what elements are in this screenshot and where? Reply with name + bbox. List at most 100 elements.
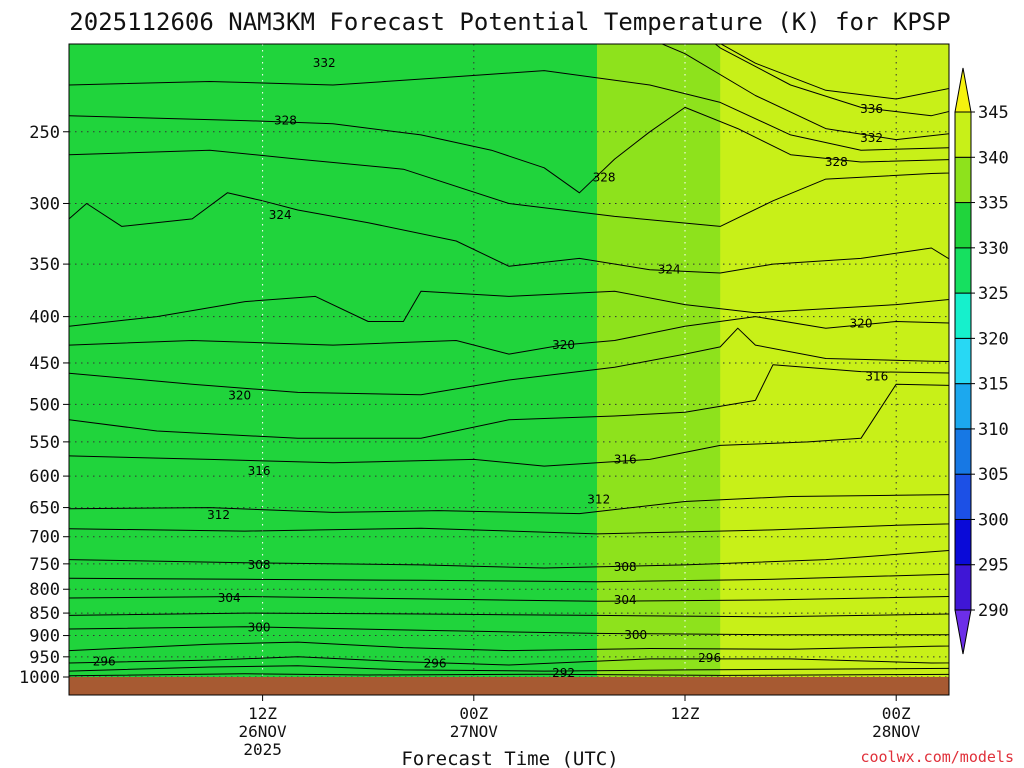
colorbar-segment: [954, 564, 972, 611]
y-tick-label: 950: [29, 648, 60, 668]
y-tick-label: 850: [29, 604, 60, 624]
colorbar-label: 335: [978, 194, 1009, 214]
contour-label: 292: [552, 666, 575, 680]
contour-334: [714, 44, 949, 117]
credit-text: coolwx.com/models: [860, 748, 1014, 766]
colorbar-segment: [954, 428, 972, 475]
colorbar-label: 340: [978, 148, 1009, 168]
contour-300: [69, 626, 949, 636]
colorbar-label: 295: [978, 556, 1009, 576]
x-tick-label: 12Z: [671, 704, 700, 723]
contour-label: 316: [248, 464, 271, 478]
colorbar-extend-high: [954, 67, 972, 113]
contour-label: 312: [587, 493, 610, 507]
y-tick-label: 800: [29, 580, 60, 600]
y-tick-label: 300: [29, 194, 60, 214]
colorbar-label: 345: [978, 103, 1009, 123]
contour-label: 324: [269, 208, 292, 222]
contour-label: 320: [552, 338, 575, 352]
contour-308: [69, 549, 949, 569]
contour-328: [69, 106, 949, 194]
contour-label: 316: [614, 452, 637, 466]
contour-318: [69, 327, 949, 396]
contour-label: 308: [248, 558, 271, 572]
y-tick-label: 450: [29, 354, 60, 374]
contour-310: [69, 523, 949, 535]
plot-frame: [68, 43, 950, 696]
contour-label: 296: [996, 656, 1019, 670]
contour-label: 332: [860, 131, 883, 145]
contour-label: 328: [593, 171, 616, 185]
contour-302: [69, 612, 949, 618]
colorbar: 290 295 300 305 310 315 320 325 330 335 340 345: [954, 67, 1009, 655]
contour-label: 296: [698, 651, 721, 665]
contour-label: 328: [274, 114, 297, 128]
contour-label: 296: [93, 654, 116, 668]
x-axis: 12Z26NOV202500Z27NOV12Z00Z28NOV12Z: [239, 695, 921, 759]
contour-label: 324: [658, 263, 681, 277]
colorbar-segment: [954, 156, 972, 204]
colorbar-label: 305: [978, 465, 1009, 485]
contour-314: [69, 383, 949, 467]
chart-title: 2025112606 NAM3KM Forecast Potential Tem…: [69, 8, 950, 36]
contour-298: [69, 641, 949, 652]
contour-292: [69, 673, 949, 677]
colorbar-segment: [954, 111, 972, 158]
contour-label: 328: [825, 155, 848, 169]
contour-label: 316: [865, 370, 888, 384]
x-tick-label: 28NOV: [872, 722, 921, 741]
contour-336: [720, 44, 949, 100]
contour-332: [69, 44, 949, 141]
y-tick-label: 750: [29, 555, 60, 575]
contour-296: [69, 656, 949, 666]
y-tick-label: 400: [29, 308, 60, 328]
contour-label: 308: [996, 535, 1019, 549]
colorbar-segment: [954, 383, 972, 430]
contour-322: [69, 290, 949, 327]
contour-316: [69, 364, 949, 439]
contour-label: 312: [207, 508, 230, 522]
y-tick-label: 500: [29, 395, 60, 415]
y-tick-label: 350: [29, 255, 60, 275]
colorbar-label: 310: [978, 420, 1009, 440]
contour-294: [69, 665, 949, 672]
contour-label: 320: [850, 316, 873, 330]
filled-contour-bands: [69, 44, 949, 695]
x-tick-label: 2025: [243, 740, 282, 759]
contour-label: 304: [614, 593, 637, 607]
y-tick-label: 550: [29, 433, 60, 453]
y-tick-label: 700: [29, 528, 60, 548]
colorbar-label: 325: [978, 284, 1009, 304]
contour-324: [69, 192, 949, 274]
contour-label: 304: [218, 591, 241, 605]
contour-label: 312: [996, 485, 1019, 499]
contour-306: [69, 573, 949, 583]
contour-label: 332: [313, 56, 336, 70]
x-tick-label: 27NOV: [450, 722, 499, 741]
x-tick-label: 00Z: [459, 704, 488, 723]
y-tick-label: 650: [29, 499, 60, 519]
x-tick-label: 00Z: [882, 704, 911, 723]
x-axis-label: Forecast Time (UTC): [401, 748, 618, 768]
y-axis: 250 300 350 400 450 500 550 600 650 700 750 800 850 9…: [19, 123, 69, 688]
y-tick-label: 900: [29, 627, 60, 647]
colorbar-segment: [954, 337, 972, 385]
ground-surface: [69, 677, 949, 695]
contour-label: 296: [424, 656, 447, 670]
contour-label: 300: [248, 621, 271, 635]
colorbar-segment: [954, 518, 972, 566]
contour-lines: [69, 44, 949, 677]
colorbar-segment: [954, 202, 972, 249]
contour-label: 336: [860, 102, 883, 116]
contour-label: 300: [996, 629, 1019, 643]
contour-312: [69, 494, 949, 515]
contour-labels: 332 328 328 324 324 336 332 328 320 320 320 316 316 3…: [93, 56, 1019, 680]
contour-326: [69, 149, 949, 227]
colorbar-label: 315: [978, 375, 1009, 395]
colorbar-label: 320: [978, 329, 1009, 349]
colorbar-extend-low: [954, 609, 972, 655]
y-tick-label: 1000: [19, 668, 60, 688]
contour-304: [69, 595, 949, 602]
contour-330: [69, 70, 949, 151]
